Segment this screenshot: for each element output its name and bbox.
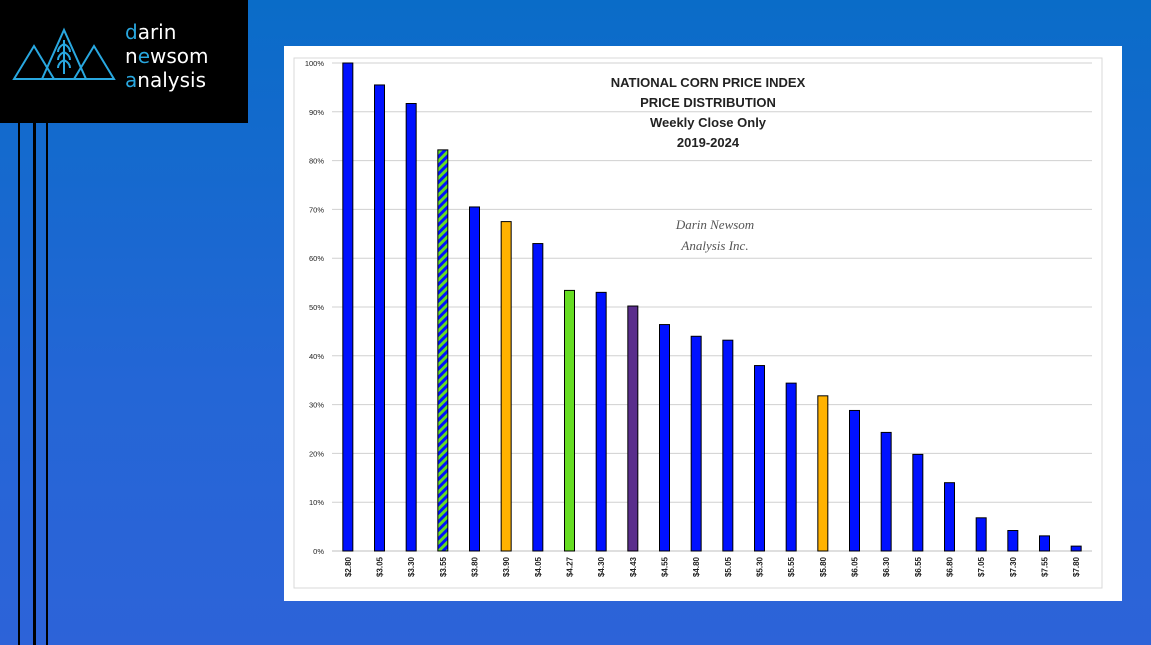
bar-7-30 [1007,530,1019,552]
x-tick-label: $5.30 [756,556,765,577]
mountain-wheat-icon [12,27,116,80]
bar-7-55 [1039,535,1050,552]
chart-title-line: NATIONAL CORN PRICE INDEX [611,75,806,90]
bar-7-80 [1070,545,1082,552]
bar-4-80 [690,335,702,552]
x-tick-label: $4.05 [534,556,543,577]
y-tick-label: 30% [309,401,324,410]
chart-title-line: PRICE DISTRIBUTION [640,95,776,110]
y-tick-label: 90% [309,108,324,117]
chart-title-line: Weekly Close Only [650,115,767,130]
bar-3-05 [374,84,385,552]
decor-line [18,123,20,645]
x-tick-label: $4.43 [629,556,638,577]
x-tick-label: $7.05 [977,556,986,577]
decor-line [33,123,36,645]
y-tick-label: 80% [309,157,324,166]
chart-title-line: 2019-2024 [677,135,740,150]
brand-line-2: newsom [125,44,209,68]
bar-4-43 [627,305,639,552]
bar-5-05 [722,339,734,552]
x-tick-label: $3.05 [376,556,385,577]
bar-7-05 [975,517,987,552]
bar-5-55 [785,382,797,552]
x-tick-label: $2.80 [344,556,353,577]
x-tick-label: $6.55 [914,556,923,577]
bar-5-80 [817,395,829,552]
y-tick-label: 100% [305,59,325,68]
price-distribution-chart: 0% 10% 20% 30% 40% 50% 60% 70% 80% 90% 100% $2.80 $… [293,57,1103,589]
x-tick-label: $5.05 [724,556,733,577]
bar-2-80 [342,62,354,552]
watermark-text: Darin Newsom [675,217,754,232]
bar-4-55 [659,324,670,552]
x-tick-label: $7.80 [1072,556,1081,577]
decor-line [46,123,48,645]
watermark-text: Analysis Inc. [680,238,748,253]
x-tick-label: $4.55 [661,556,670,577]
bar-3-55 [437,149,449,552]
bar-3-30 [405,103,417,552]
bar-3-90 [500,221,512,552]
y-tick-label: 40% [309,352,324,361]
x-tick-label: $5.80 [819,556,828,577]
chart-card: 0% 10% 20% 30% 40% 50% 60% 70% 80% 90% 100% $2.80 $… [284,46,1122,601]
x-tick-label: $6.80 [946,556,955,577]
y-tick-label: 60% [309,254,324,263]
bar-4-05 [532,243,544,552]
bar-6-05 [849,409,860,552]
x-tick-label: $3.30 [407,556,416,577]
bar-4-27 [564,289,575,552]
bar-6-30 [880,431,892,552]
x-tick-label: $7.55 [1041,556,1050,577]
x-tick-label: $5.55 [787,556,796,577]
bar-3-80 [469,206,480,552]
brand-wordmark: darin newsom analysis [125,20,209,92]
y-tick-label: 50% [309,303,324,312]
brand-line-1: darin [125,20,177,44]
x-tick-label: $3.55 [439,556,448,577]
y-tick-label: 20% [309,449,324,458]
x-tick-label: $7.30 [1009,556,1018,577]
brand-line-3: analysis [125,68,206,92]
x-tick-label: $3.80 [471,556,480,577]
x-tick-label: $4.30 [597,556,606,577]
bar-6-80 [944,482,955,552]
x-tick-label: $4.27 [566,556,575,577]
bar-6-55 [912,453,924,552]
x-tick-label: $6.05 [851,556,860,577]
x-tick-label: $3.90 [502,556,511,577]
bar-5-30 [754,365,765,552]
bar-4-30 [595,291,607,552]
y-tick-label: 70% [309,205,324,214]
brand-logo: darin newsom analysis [0,0,248,123]
x-tick-label: $6.30 [882,556,891,577]
y-tick-label: 10% [309,498,324,507]
x-tick-label: $4.80 [692,556,701,577]
y-tick-label: 0% [313,547,324,556]
